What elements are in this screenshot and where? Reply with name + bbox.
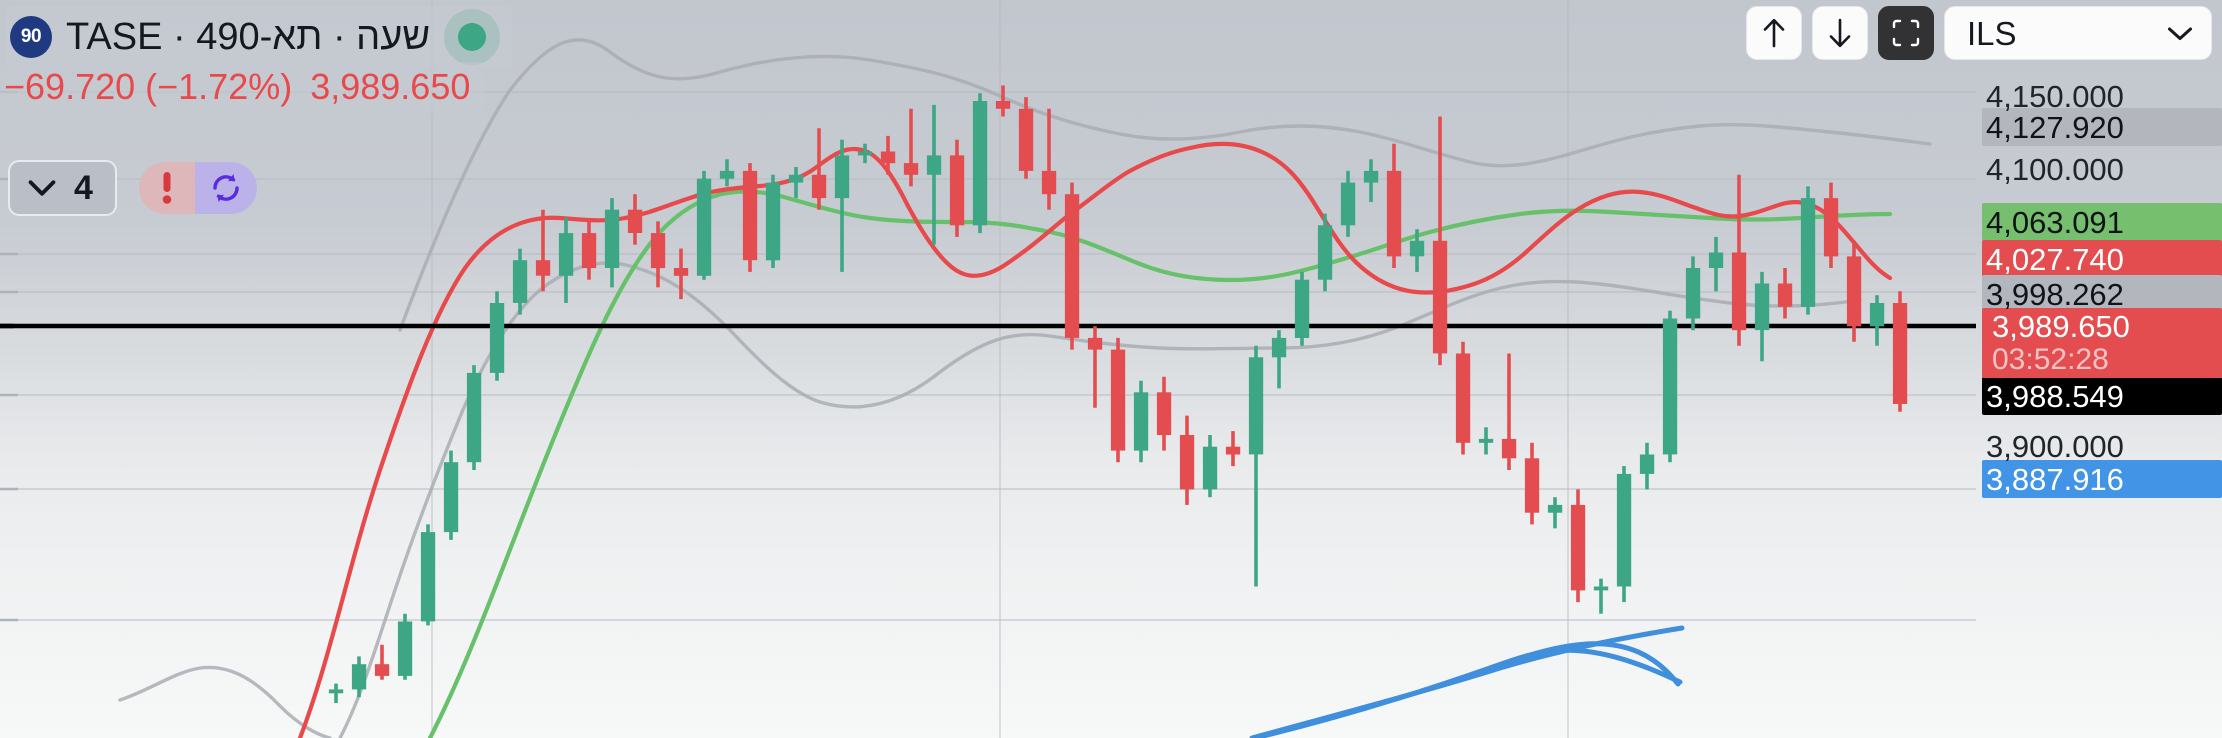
- price-axis-label-text: 4,027.740: [1986, 241, 2124, 277]
- alert-button[interactable]: [138, 162, 195, 214]
- currency-value: ILS: [1967, 14, 2017, 52]
- price-axis-label-fill: [1982, 377, 2222, 415]
- price-axis-label[interactable]: 3,900.000: [1976, 427, 2222, 465]
- price-axis-label[interactable]: 3,988.549: [1976, 377, 2222, 415]
- scroll-up-button[interactable]: [1746, 6, 1802, 60]
- price-axis-ticks: [0, 90, 18, 622]
- chevron-down-icon: [28, 180, 56, 196]
- price-axis-label-text: 3,988.549: [1986, 378, 2124, 414]
- price-axis-label-text: 3,998.262: [1986, 276, 2124, 312]
- current-price-tag[interactable]: 3,989.650 03:52:28: [1982, 308, 2222, 378]
- timeframe-select[interactable]: 4: [8, 160, 117, 216]
- blue-trendline: [1252, 641, 1683, 738]
- refresh-icon: [213, 174, 239, 202]
- price-axis-label[interactable]: 4,063.091: [1976, 203, 2222, 241]
- refresh-button[interactable]: [194, 162, 257, 214]
- price-axis-label[interactable]: 4,100.000: [1976, 150, 2222, 188]
- bollinger-upper-band: [398, 38, 1932, 332]
- price-axis-label-fill: [1982, 460, 2222, 498]
- price-axis-label-text: 3,900.000: [1986, 428, 2124, 464]
- current-price-value: 3,989.650: [1992, 308, 2130, 344]
- price-axis-label[interactable]: 4,150.000: [1976, 77, 2222, 115]
- price-axis-label-text: 3,887.916: [1986, 461, 2124, 497]
- price-axis-label[interactable]: 4,027.740: [1976, 240, 2222, 278]
- indicator-pill-group[interactable]: [138, 162, 257, 214]
- timeframe-value: 4: [74, 169, 93, 207]
- vertical-gridlines: [431, 0, 1569, 738]
- currency-select[interactable]: ILS: [1944, 6, 2212, 60]
- price-axis-labels[interactable]: 4,150.000 4,127.920 4,100.000 4,063.091: [1976, 0, 2222, 738]
- ma-fast-line: [297, 141, 1893, 738]
- fit-screen-button[interactable]: [1878, 6, 1934, 60]
- chart-toolbar[interactable]: ILS: [1746, 6, 2212, 60]
- price-axis-label-fill: [1982, 275, 2222, 313]
- arrow-down-icon: [1829, 18, 1851, 48]
- price-axis-label-text: 4,150.000: [1986, 78, 2124, 114]
- price-axis-label-fill: [1982, 203, 2222, 241]
- price-axis-label-text: 4,127.920: [1986, 109, 2124, 145]
- horizontal-gridlines: [0, 91, 1976, 621]
- arrow-up-icon: [1763, 18, 1785, 48]
- exclamation-icon: [162, 172, 172, 204]
- candlestick-chart[interactable]: [0, 0, 1976, 738]
- price-axis-label[interactable]: 3,998.262: [1976, 275, 2222, 313]
- bar-countdown: 03:52:28: [1992, 342, 2109, 376]
- price-axis-label[interactable]: 3,887.916: [1976, 460, 2222, 498]
- price-axis-label-text: 4,100.000: [1986, 151, 2124, 187]
- price-axis-label-fill: [1982, 108, 2222, 146]
- ma-slow-line: [427, 189, 1893, 738]
- chart-plot-background: [0, 0, 1976, 738]
- candle-series: [328, 85, 1908, 703]
- chart-controls[interactable]: 4: [8, 160, 257, 216]
- price-axis-label-text: 4,063.091: [1986, 204, 2124, 240]
- fit-screen-icon: [1892, 19, 1920, 47]
- blue-trendline-main: [1249, 625, 1685, 738]
- scroll-down-button[interactable]: [1812, 6, 1868, 60]
- chevron-down-icon: [2168, 27, 2192, 40]
- price-axis-label-fill: [1982, 240, 2222, 278]
- price-axis-label[interactable]: 4,127.920: [1976, 108, 2222, 146]
